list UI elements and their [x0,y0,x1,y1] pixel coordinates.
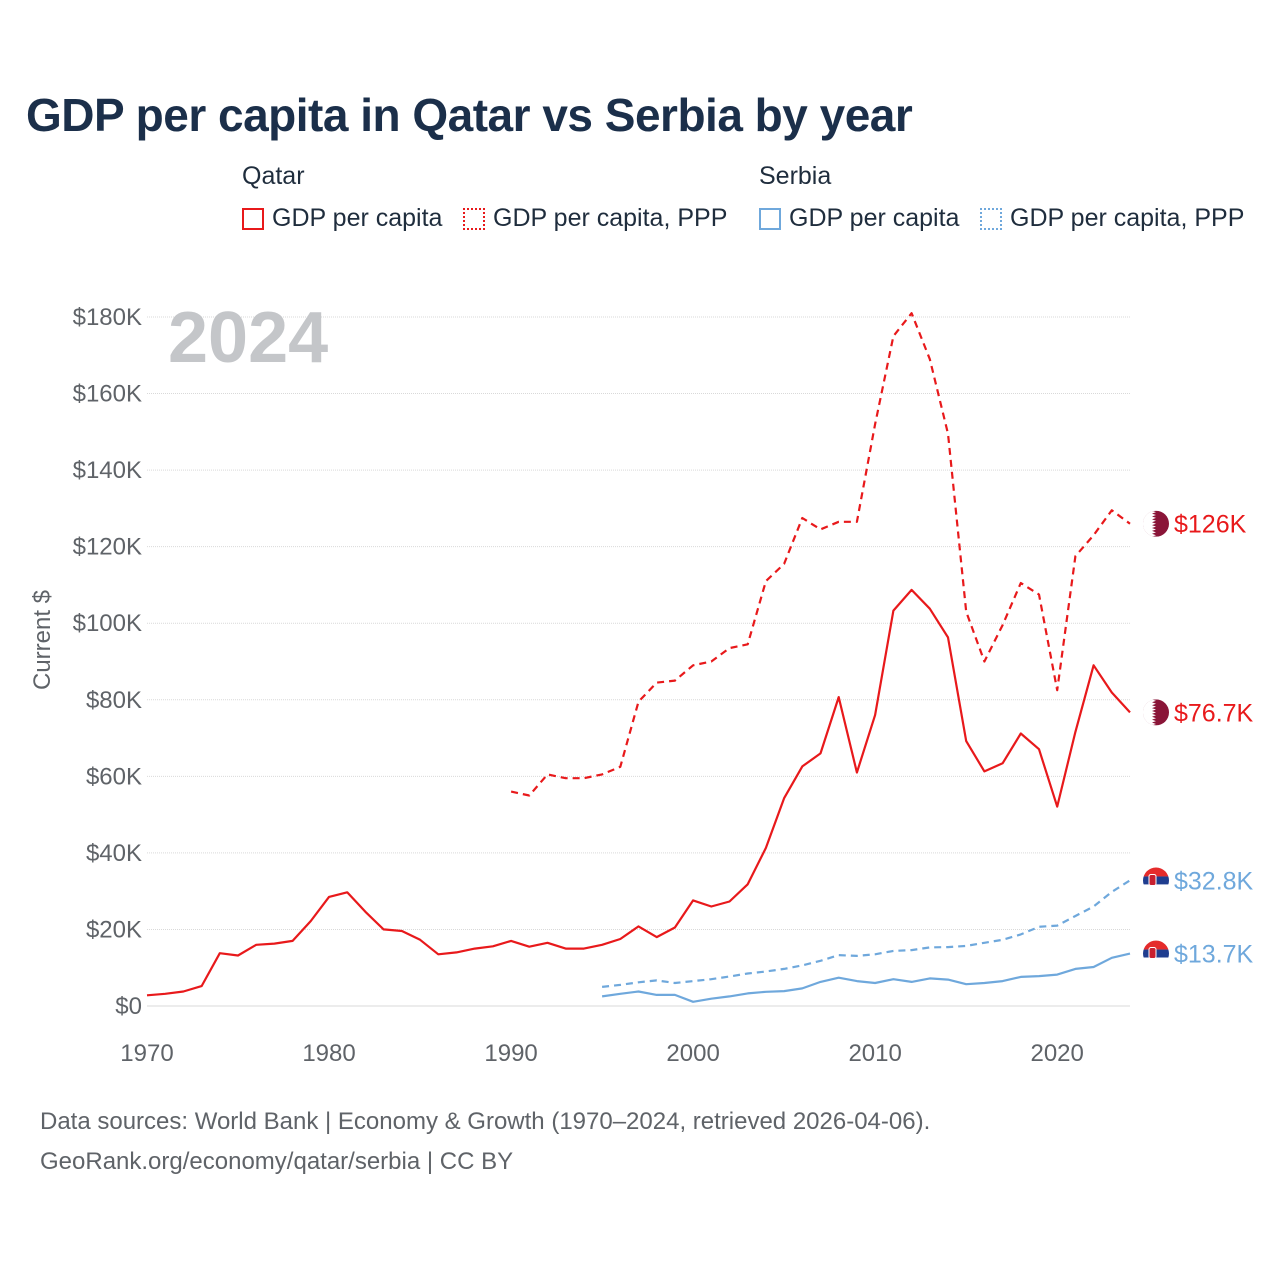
legend-item-serbia-gdp[interactable]: GDP per capita [759,204,959,233]
y-tick-label: $100K [73,610,142,637]
flag-serration [1143,699,1156,726]
x-axis: 1970 1980 1990 2000 2010 2020 [120,1040,1084,1067]
grid-lines [147,316,1130,1007]
qatar-flag-icon [1143,699,1169,726]
x-tick-label: 1990 [484,1040,537,1067]
y-tick-label: $120K [73,534,142,561]
y-axis: $0 $20K $40K $60K $80K $100K $120K $140K $160K $1… [73,304,142,1020]
y-tick-label: $80K [86,687,142,714]
end-markers: $126K $76.7K $32.8K $13.7K [1143,510,1254,969]
end-value-label: $32.8K [1174,867,1254,895]
legend-label: GDP per capita, PPP [1010,204,1245,232]
flag-white-band [1143,884,1169,894]
y-tick-label: $40K [86,840,142,867]
flag-serration [1143,510,1156,537]
flag-coat-of-arms [1148,947,1157,960]
end-value-label: $76.7K [1174,699,1254,727]
y-tick-label: $180K [73,304,142,331]
end-value-label: $126K [1174,511,1247,539]
x-tick-label: 2000 [666,1040,719,1067]
x-tick-label: 2010 [848,1040,901,1067]
flag-red-band [1143,940,1169,950]
y-axis-label: Current $ [29,590,56,690]
legend-swatch-dotted-red [463,207,485,230]
serbia-flag-icon [1143,940,1169,967]
qatar-flag-fill [1143,510,1169,537]
footer-sources: Data sources: World Bank | Economy & Gro… [40,1108,931,1135]
y-tick-label: $0 [115,993,142,1020]
legend-item-qatar-gdp-ppp[interactable]: GDP per capita, PPP [463,204,727,233]
y-tick-label: $160K [73,381,142,408]
end-value-label: $13.7K [1174,941,1254,969]
x-tick-label: 2020 [1030,1040,1083,1067]
flag-red-band [1143,867,1169,877]
series-line-qatar-gdp-per-capita [146,588,1131,997]
serbia-flag-fill [1143,940,1169,967]
legend-label: GDP per capita, PPP [493,204,728,232]
legend-swatch-solid-blue [759,207,781,230]
series-line-serbia-gdp-per-capita [601,952,1131,1003]
flag-coat-of-arms [1148,873,1157,886]
serbia-flag-icon [1143,867,1169,894]
legend-group-serbia: Serbia [759,162,832,190]
qatar-flag-icon [1143,510,1169,537]
line-chart: 2024 $0 $20K $40K $60K $80K $100K $120K $140K $1… [29,298,1254,1067]
serbia-flag-fill [1143,867,1169,894]
y-tick-label: $60K [86,763,142,790]
legend-item-serbia-gdp-ppp[interactable]: GDP per capita, PPP [980,204,1244,233]
y-tick-label: $20K [86,916,142,943]
chart-title: GDP per capita in Qatar vs Serbia by yea… [26,89,913,141]
legend-label: GDP per capita [789,204,960,232]
footer-attribution[interactable]: GeoRank.org/economy/qatar/serbia | CC BY [40,1148,514,1175]
x-tick-label: 1980 [302,1040,355,1067]
series-line-serbia-gdp-per-capita-ppp [601,879,1131,988]
legend-item-qatar-gdp[interactable]: GDP per capita [242,204,442,233]
series-line-qatar-gdp-per-capita-ppp [510,312,1131,797]
legend-swatch-dotted-blue [980,207,1002,230]
flag-white-band [1143,957,1169,967]
qatar-flag-fill [1143,699,1169,726]
x-tick-label: 1970 [120,1040,173,1067]
year-watermark: 2024 [168,298,328,378]
legend-swatch-solid-red [242,207,264,230]
legend-group-qatar: Qatar [242,162,305,190]
legend-label: GDP per capita [272,204,443,232]
series-lines [146,312,1131,1003]
y-tick-label: $140K [73,457,142,484]
